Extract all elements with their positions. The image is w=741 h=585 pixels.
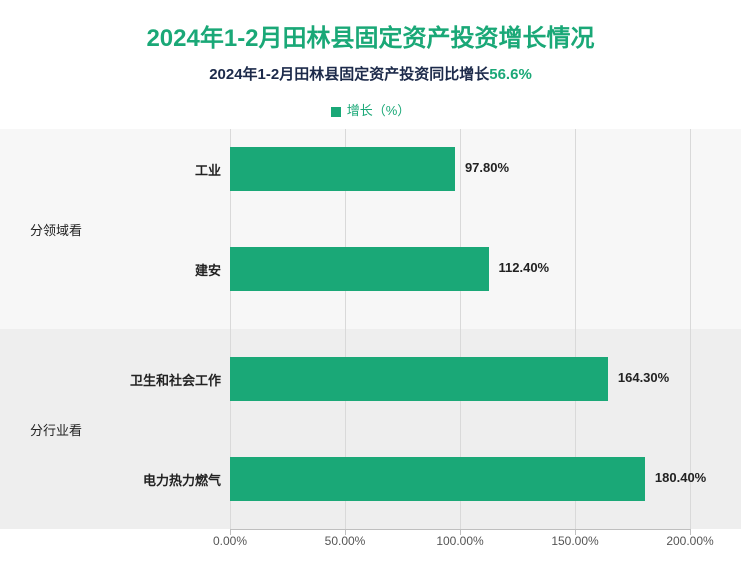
x-tick-label: 0.00% (213, 534, 247, 548)
category-label: 建安 (71, 260, 221, 279)
x-tick-label: 100.00% (436, 534, 483, 548)
bar (230, 457, 645, 501)
category-label: 电力热力燃气 (71, 470, 221, 489)
legend-label: 增长（%） (347, 103, 411, 118)
category-label: 卫生和社会工作 (71, 370, 221, 389)
group-label: 分行业看 (30, 420, 82, 439)
subtitle-value: 56.6% (489, 66, 532, 83)
gridline (690, 129, 691, 529)
chart-subtitle: 2024年1-2月田林县固定资产投资同比增长56.6% (0, 63, 741, 84)
bar-value-label: 164.30% (618, 370, 669, 385)
x-tick-label: 150.00% (551, 534, 598, 548)
legend: 增长（%） (0, 100, 741, 119)
plot-region: 97.80%112.40%164.30%180.40% 0.00%50.00%1… (230, 129, 690, 529)
bar (230, 147, 455, 191)
legend-swatch (331, 107, 341, 117)
x-tick-label: 50.00% (325, 534, 366, 548)
chart-title: 2024年1-2月田林县固定资产投资增长情况 (0, 0, 741, 53)
bar-value-label: 97.80% (465, 160, 509, 175)
x-tick-label: 200.00% (666, 534, 713, 548)
bar (230, 247, 489, 291)
bar-value-label: 112.40% (499, 260, 550, 275)
group-label: 分领域看 (30, 220, 82, 239)
bar-value-label: 180.40% (655, 470, 706, 485)
chart-area: 分领域看分行业看 工业建安卫生和社会工作电力热力燃气 97.80% 112.40%… (0, 129, 741, 549)
bar (230, 357, 608, 401)
category-label: 工业 (71, 160, 221, 179)
subtitle-prefix: 2024年1-2月田林县固定资产投资同比增长 (209, 66, 489, 83)
